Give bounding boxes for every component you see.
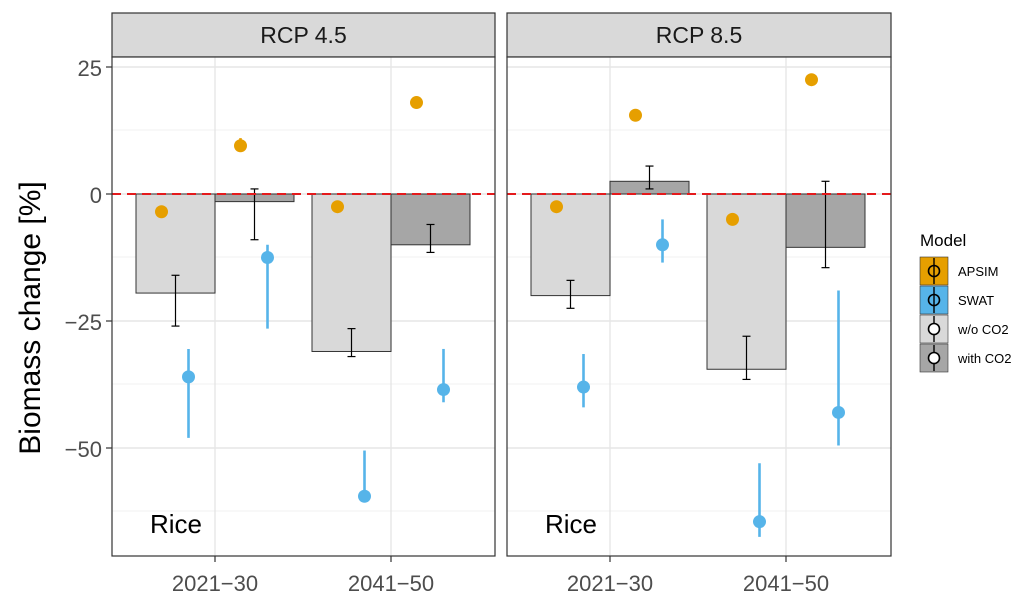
legend-label-with-co2: with CO2 (957, 351, 1011, 366)
legend-item-swat: SWAT (919, 285, 994, 315)
point-rcp85-2021-30-apsim-with-co2 (629, 108, 642, 122)
y-tick-label-25: 25 (78, 56, 102, 81)
strip-label-rcp45: RCP 4.5 (260, 22, 347, 48)
point-marker (155, 205, 168, 219)
legend-title: Model (920, 231, 966, 250)
point-rcp45-2021-30-swat-with-co2 (261, 244, 274, 329)
point-marker (331, 200, 344, 214)
legend: Model APSIM SWAT w/o CO2 with CO2 (919, 231, 1011, 373)
point-marker (832, 405, 845, 419)
point-rcp45-2041-50-swat-with-co2 (437, 348, 450, 403)
y-tick-label-0: 0 (90, 183, 102, 208)
point-rcp85-2041-50-apsim-w-o-co2 (726, 212, 739, 226)
y-tick-label-minus-25: −25 (65, 310, 102, 335)
point-rcp85-2021-30-swat-w-o-co2 (577, 354, 590, 408)
point-marker (261, 251, 274, 264)
marks-rcp85 (530, 73, 866, 537)
legend-key-marker (927, 322, 941, 336)
strip-rcp45 (111, 12, 496, 58)
point-rcp45-2021-30-swat-w-o-co2 (182, 348, 195, 438)
x-tick-label-2021-30: 2021−30 (567, 571, 653, 596)
point-marker (437, 383, 450, 397)
panel-rcp45: RCP 4.5 Rice 2021−30 2041−50 (111, 12, 496, 596)
point-rcp45-2041-50-swat-w-o-co2 (358, 450, 371, 503)
point-marker (234, 139, 247, 153)
point-marker (805, 73, 818, 87)
panel-background-rcp85 (507, 57, 891, 556)
errorbar-rcp85-2041-50-with-co2 (821, 180, 830, 269)
point-rcp45-2021-30-apsim-with-co2 (234, 138, 247, 153)
point-marker (358, 489, 371, 503)
legend-item-with-co2: with CO2 (919, 343, 1011, 373)
y-tick-label-minus-50: −50 (65, 437, 102, 462)
panel-note-rcp85: Rice (545, 509, 597, 539)
x-tick-label-2041-50: 2041−50 (348, 571, 434, 596)
legend-label-swat: SWAT (958, 293, 994, 308)
point-marker (753, 515, 766, 529)
errorbar-rcp85-2041-50-w-o-co2 (742, 335, 751, 381)
legend-key-marker (927, 264, 941, 278)
legend-item-apsim: APSIM (919, 256, 998, 286)
point-marker (577, 380, 590, 394)
point-rcp85-2041-50-swat-with-co2 (832, 290, 845, 446)
point-rcp85-2041-50-apsim-with-co2 (805, 73, 818, 87)
legend-label-apsim: APSIM (958, 264, 998, 279)
point-marker (410, 96, 423, 110)
panel-note-rcp45: Rice (150, 509, 202, 539)
y-axis-title: Biomass change [%] (14, 181, 47, 454)
legend-item-without-co2: w/o CO2 (919, 314, 1009, 344)
legend-key-marker (927, 293, 941, 307)
x-tick-label-2021-30: 2021−30 (172, 571, 258, 596)
point-rcp45-2041-50-apsim-w-o-co2 (331, 200, 344, 214)
point-marker (656, 238, 669, 252)
errorbar-rcp45-2021-30-w-o-co2 (171, 274, 180, 327)
point-marker (182, 370, 195, 384)
errorbar-rcp45-2041-50-with-co2 (426, 223, 435, 254)
point-rcp85-2021-30-apsim-w-o-co2 (550, 200, 563, 214)
legend-key-marker (927, 351, 941, 365)
errorbar-rcp85-2021-30-with-co2 (645, 165, 654, 190)
point-rcp45-2041-50-apsim-with-co2 (410, 96, 423, 110)
panel-rcp85: RCP 8.5 Rice 2021−30 2041−50 (506, 12, 892, 596)
point-rcp85-2021-30-swat-with-co2 (656, 219, 669, 263)
strip-label-rcp85: RCP 8.5 (656, 22, 743, 48)
strip-rcp85 (506, 12, 892, 58)
panel-border-rcp45 (111, 56, 496, 557)
point-rcp85-2041-50-swat-w-o-co2 (753, 463, 766, 537)
point-marker (550, 200, 563, 214)
x-tick-label-2041-50: 2041−50 (743, 571, 829, 596)
errorbar-rcp45-2021-30-with-co2 (250, 188, 259, 241)
legend-label-without-co2: w/o CO2 (957, 322, 1009, 337)
errorbar-rcp85-2021-30-w-o-co2 (566, 279, 575, 309)
bar-rcp45-2041-50-w-o-co2 (311, 193, 392, 352)
point-marker (629, 108, 642, 122)
errorbar-rcp45-2041-50-w-o-co2 (347, 328, 356, 358)
point-marker (726, 212, 739, 226)
panel-background-rcp45 (112, 57, 495, 556)
point-rcp45-2021-30-apsim-w-o-co2 (155, 205, 168, 219)
panel-border-rcp85 (506, 56, 892, 557)
